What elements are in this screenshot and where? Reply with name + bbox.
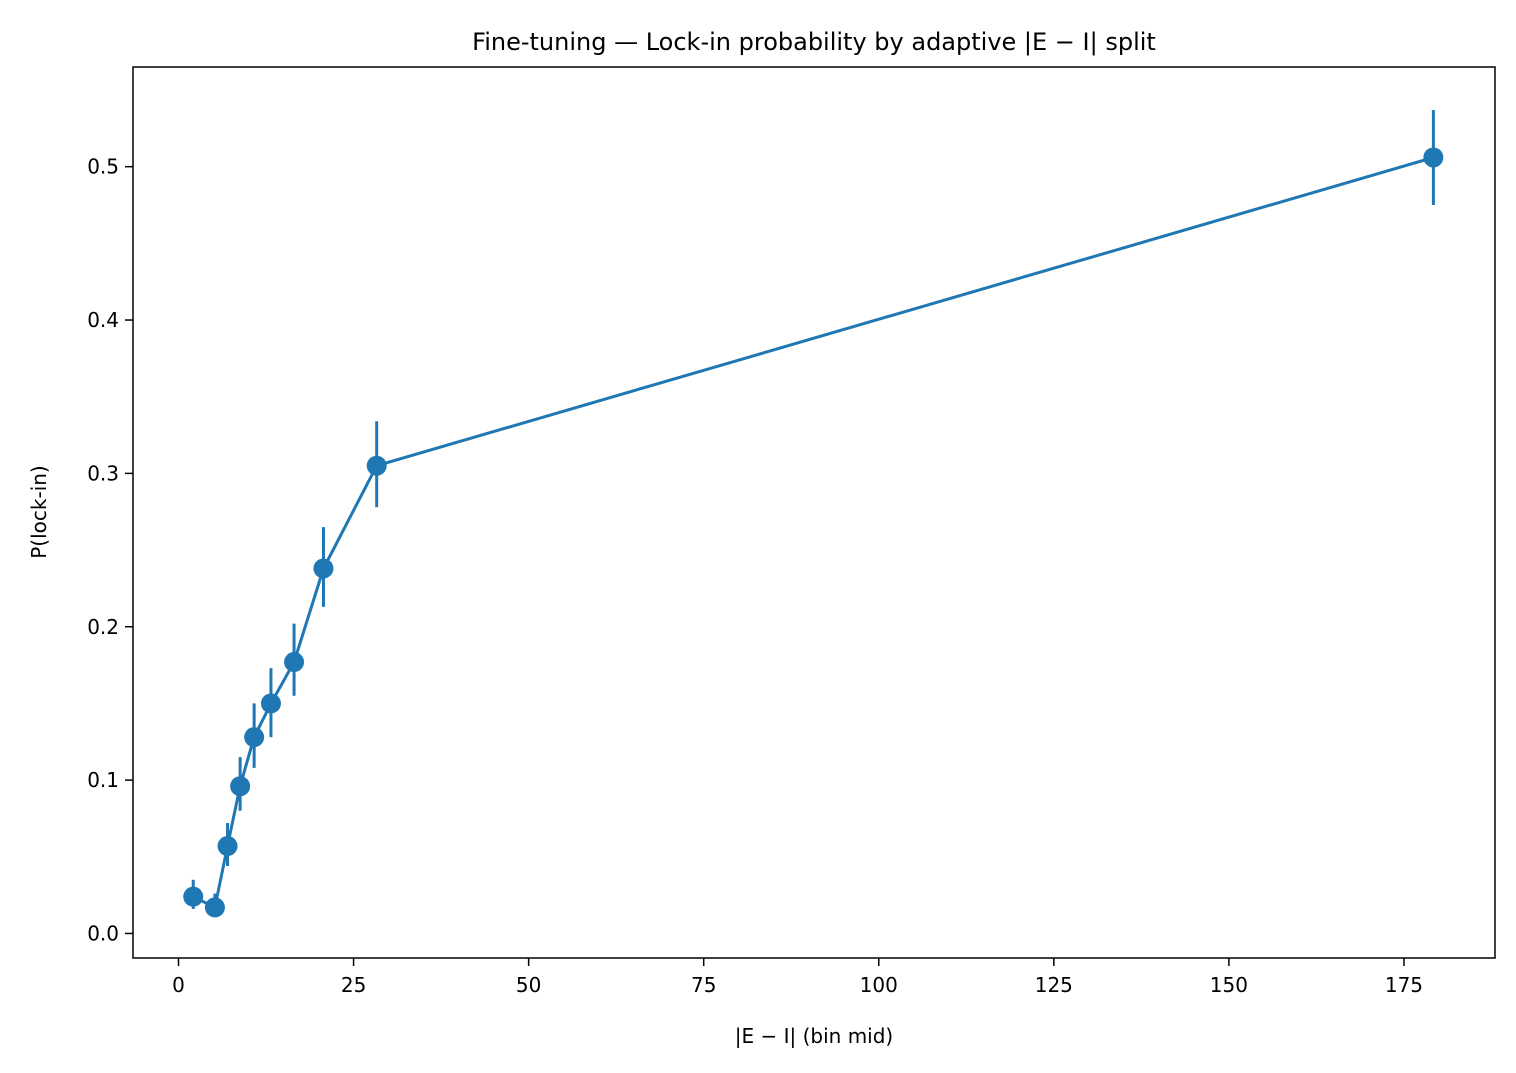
x-tick-label: 50: [516, 973, 541, 997]
data-point: [366, 455, 387, 476]
error-bars: [191, 109, 1435, 917]
y-tick-label: 0.1: [87, 768, 119, 792]
y-tick-label: 0.4: [87, 308, 119, 332]
plot-frame: [132, 66, 1496, 959]
data-point: [313, 558, 334, 579]
chart-title: Fine-tuning — Lock-in probability by ada…: [472, 28, 1156, 56]
data-point: [217, 836, 238, 857]
data-point: [183, 886, 204, 907]
x-tick-label: 0: [172, 973, 185, 997]
y-tick-label: 0.3: [87, 461, 119, 485]
y-axis-label: P(lock-in): [27, 465, 51, 559]
y-axis-ticks: 0.0 0.1 0.2 0.3 0.4 0.5: [87, 155, 133, 945]
data-point: [1423, 147, 1444, 168]
data-point: [204, 897, 225, 918]
x-tick-label: 125: [1035, 973, 1073, 997]
data-points: [183, 147, 1444, 918]
data-point: [284, 652, 305, 673]
x-tick-label: 75: [691, 973, 716, 997]
x-axis-ticks: 0 25 50 75 100 125 150 175: [172, 958, 1423, 997]
data-point: [230, 776, 251, 797]
x-tick-label: 175: [1385, 973, 1423, 997]
x-tick-label: 150: [1210, 973, 1248, 997]
data-point: [260, 693, 281, 714]
y-tick-label: 0.5: [87, 155, 119, 179]
series-line: [192, 156, 1434, 910]
x-axis-label: |E − I| (bin mid): [735, 1024, 893, 1048]
data-point: [244, 727, 265, 748]
x-tick-label: 25: [341, 973, 366, 997]
y-tick-label: 0.0: [87, 921, 119, 945]
x-tick-label: 100: [860, 973, 898, 997]
y-tick-label: 0.2: [87, 615, 119, 639]
